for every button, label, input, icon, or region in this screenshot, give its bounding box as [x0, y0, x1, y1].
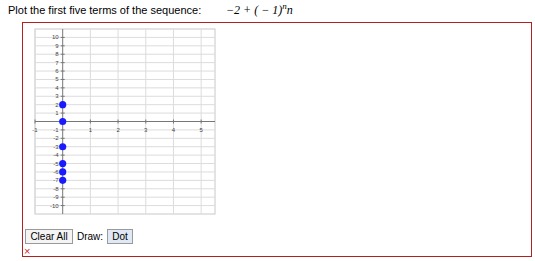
page: Plot the first five terms of the sequenc… [0, 0, 535, 261]
graph: -1 1 2 3 4 5 -10 -9 -8 -7 -6 -5 -4 -3 -2 -1 1 2 3 4 5 6 7 8 9 10 [32, 29, 215, 214]
formula-tail: n [287, 3, 293, 17]
x-tick-label: 4 [172, 127, 176, 133]
y-tick-label: 3 [55, 93, 59, 99]
grid-line-y [35, 54, 215, 55]
formula: −2 + ( − 1)nn [226, 1, 293, 17]
x-tick [90, 120, 91, 124]
grid-line-y [35, 45, 215, 46]
y-tick [61, 45, 65, 46]
y-tick-label: -9 [53, 194, 59, 200]
grid-line-x [201, 29, 202, 214]
grid-line-y [35, 37, 215, 38]
y-tick [61, 205, 65, 206]
y-tick-label: -1 [53, 127, 59, 133]
grid-line-x [173, 29, 174, 214]
y-tick-label: -3 [53, 144, 59, 150]
y-tick-label: 1 [55, 110, 59, 116]
x-tick [145, 120, 146, 124]
grid-line-y [35, 155, 215, 156]
points [59, 101, 66, 184]
y-tick [61, 129, 65, 130]
point[interactable] [59, 118, 66, 125]
y-tick [61, 62, 65, 63]
grid-line-y [35, 138, 215, 139]
x-tick [35, 120, 36, 124]
formula-base: −2 + ( − 1) [226, 3, 282, 17]
y-tick-label: -6 [53, 169, 59, 175]
clear-label[interactable]: Clear All [30, 231, 67, 242]
prompt: Plot the first five terms of the sequenc… [8, 4, 201, 16]
point[interactable] [59, 101, 66, 108]
status-mark: × [24, 245, 30, 257]
grid-line-y [35, 188, 215, 189]
x-tick-label: 5 [199, 127, 203, 133]
y-tick-label: -5 [53, 161, 59, 167]
y-tick [61, 71, 65, 72]
grid-line-x [145, 29, 146, 214]
point[interactable] [59, 143, 66, 150]
plot-frame [35, 29, 215, 214]
y-tick-label: 10 [52, 34, 59, 40]
draw-label: Draw: [77, 231, 103, 242]
grid-line-y [35, 197, 215, 198]
y-tick [61, 87, 65, 88]
grid-line-x [35, 29, 36, 214]
dot-label[interactable]: Dot [112, 231, 128, 242]
y-tick [61, 188, 65, 189]
y-tick-label: -10 [50, 203, 59, 209]
y-tick-label: 2 [55, 102, 59, 108]
y-tick-label: -4 [53, 152, 59, 158]
y-tick [61, 113, 65, 114]
x-tick [201, 120, 202, 124]
dot-button[interactable] [108, 230, 133, 244]
x-tick-label: 1 [89, 127, 93, 133]
grid-line-y [35, 205, 215, 206]
x-tick [118, 120, 119, 124]
y-tick-label: 7 [55, 60, 59, 66]
grid-line-y [35, 62, 215, 63]
grid-line-y [35, 96, 215, 97]
y-tick-label: -2 [53, 135, 59, 141]
point[interactable] [59, 160, 66, 167]
clear-button[interactable] [26, 230, 73, 244]
x-tick-label: 3 [144, 127, 148, 133]
grid-line-y [35, 71, 215, 72]
y-tick-label: -7 [53, 177, 59, 183]
y-tick-label: 4 [55, 85, 59, 91]
grid-line-x [118, 29, 119, 214]
y-tick-label: 5 [55, 76, 59, 82]
y-tick [61, 138, 65, 139]
x-tick-label: 2 [116, 127, 120, 133]
point[interactable] [59, 177, 66, 184]
y-tick-label: 6 [55, 68, 59, 74]
grid-line-y [35, 87, 215, 88]
x-tick [173, 120, 174, 124]
grid-line-y [35, 113, 215, 114]
y-tick-label: 8 [55, 51, 59, 57]
y-tick [61, 96, 65, 97]
grid-line-y [35, 79, 215, 80]
grid-line-y [35, 129, 215, 130]
answer-box [23, 23, 532, 257]
y-tick [61, 155, 65, 156]
point[interactable] [59, 168, 66, 175]
y-tick-label: 9 [55, 43, 59, 49]
y-tick [61, 79, 65, 80]
x-tick-label: -1 [32, 127, 38, 133]
y-tick [61, 37, 65, 38]
y-tick [61, 197, 65, 198]
y-tick [61, 54, 65, 55]
grid-line-x [90, 29, 91, 214]
y-tick-label: -8 [53, 186, 59, 192]
